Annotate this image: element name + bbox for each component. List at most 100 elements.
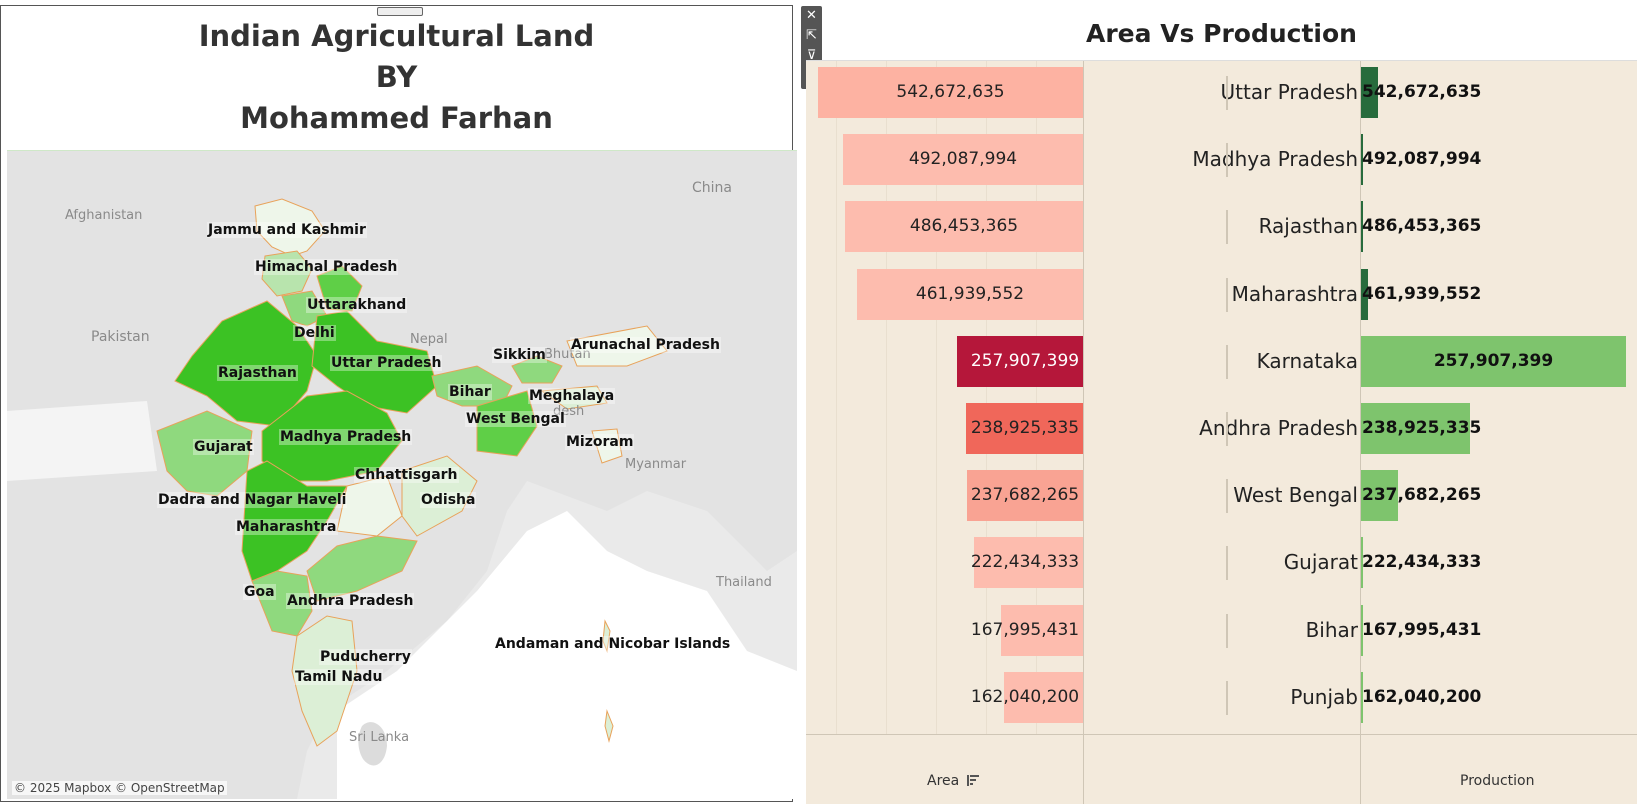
gridline	[936, 61, 937, 734]
state-label-himachal-pradesh[interactable]: Himachal Pradesh	[254, 259, 399, 275]
title-line-2: BY	[375, 60, 418, 94]
category-tick	[1226, 76, 1228, 110]
area-bar[interactable]	[1004, 671, 1083, 723]
basemap-label-myanmar: Myanmar	[625, 457, 687, 472]
production-value-label: 222,434,333	[1362, 552, 1482, 573]
state-category-label[interactable]: West Bengal	[1233, 483, 1358, 508]
area-bar[interactable]	[1001, 604, 1083, 656]
state-label-tamil-nadu[interactable]: Tamil Nadu	[294, 669, 384, 685]
production-bar[interactable]	[1361, 201, 1363, 253]
close-icon[interactable]: ✕	[806, 8, 817, 23]
area-value-label: 237,682,265	[970, 485, 1080, 506]
map-canvas[interactable]	[7, 151, 797, 799]
category-tick	[1226, 412, 1228, 446]
area-value-label: 461,939,552	[915, 283, 1025, 304]
area-axis-label: Area	[927, 773, 960, 789]
area-value-label: 257,907,399	[970, 350, 1080, 371]
state-label-arunachal-pradesh[interactable]: Arunachal Pradesh	[570, 337, 721, 353]
state-label-uttarakhand[interactable]: Uttarakhand	[306, 297, 408, 313]
category-tick	[1226, 344, 1228, 379]
popout-icon[interactable]: ⇱	[806, 28, 817, 43]
production-bar[interactable]	[1361, 67, 1378, 118]
area-bar[interactable]	[818, 67, 1083, 118]
state-category-label[interactable]: Gujarat	[1283, 550, 1358, 575]
production-bar[interactable]	[1361, 671, 1363, 723]
filter-icon[interactable]: ⊽	[806, 48, 817, 63]
area-bar[interactable]	[857, 268, 1083, 320]
india-map[interactable]: Afghanistan China Pakistan Nepal Bhutan …	[7, 150, 797, 799]
state-category-label[interactable]: Madhya Pradesh	[1192, 147, 1358, 172]
production-bar[interactable]	[1361, 134, 1363, 186]
area-vs-production-chart[interactable]: 542,672,635 Uttar Pradesh 542,672,635 492,0…	[806, 60, 1637, 804]
state-category-label[interactable]: Rajasthan	[1258, 214, 1358, 239]
production-axis-label[interactable]: Production	[1460, 773, 1535, 789]
basemap-label-thailand: Thailand	[716, 575, 772, 590]
area-bar[interactable]	[967, 470, 1083, 522]
state-label-andhra-pradesh[interactable]: Andhra Pradesh	[286, 593, 415, 609]
area-bar[interactable]	[974, 537, 1083, 589]
basemap-label-bangladesh: desh	[553, 404, 585, 419]
production-value-label: 162,040,200	[1362, 686, 1482, 707]
production-bar[interactable]	[1361, 537, 1363, 589]
title-line-3: Mohammed Farhan	[240, 101, 553, 135]
production-value-label: 492,087,994	[1362, 149, 1482, 170]
state-label-rajasthan[interactable]: Rajasthan	[217, 365, 298, 381]
production-value-label: 542,672,635	[1362, 82, 1482, 102]
basemap-label-bhutan: Bhutan	[544, 347, 591, 362]
state-category-label[interactable]: Punjab	[1290, 684, 1358, 709]
state-label-mizoram[interactable]: Mizoram	[565, 434, 635, 450]
state-label-bihar[interactable]: Bihar	[448, 384, 492, 400]
gridline	[836, 61, 837, 734]
production-bar[interactable]	[1361, 268, 1368, 320]
basemap-label-pakistan: Pakistan	[91, 329, 150, 345]
state-category-label[interactable]: Maharashtra	[1231, 281, 1358, 306]
map-attribution[interactable]: © 2025 Mapbox © OpenStreetMap	[12, 781, 227, 795]
state-category-label[interactable]: Bihar	[1305, 617, 1358, 642]
area-bar[interactable]	[843, 134, 1083, 186]
area-bar[interactable]	[845, 201, 1083, 253]
state-shapes[interactable]	[156, 198, 668, 747]
gridline	[886, 61, 887, 734]
category-tick	[1226, 277, 1228, 312]
basemap-label-china: China	[692, 180, 732, 196]
production-value-label: 167,995,431	[1362, 619, 1482, 640]
state-label-andaman-and-nicobar-islands[interactable]: Andaman and Nicobar Islands	[494, 636, 732, 652]
state-label-delhi[interactable]: Delhi	[293, 325, 336, 341]
area-value-label: 486,453,365	[909, 216, 1019, 237]
production-bar[interactable]	[1361, 470, 1398, 522]
state-category-label[interactable]: Andhra Pradesh	[1199, 416, 1358, 440]
area-value-label: 162,040,200	[970, 686, 1080, 707]
production-column-divider	[1360, 61, 1361, 804]
state-label-gujarat[interactable]: Gujarat	[193, 439, 254, 455]
state-label-sikkim[interactable]: Sikkim	[492, 347, 547, 363]
area-bar[interactable]	[966, 403, 1083, 454]
state-label-meghalaya[interactable]: Meghalaya	[528, 388, 616, 404]
title-line-1: Indian Agricultural Land	[198, 19, 595, 53]
dashboard-title: Indian Agricultural Land BY Mohammed Far…	[0, 16, 793, 139]
gridline	[1036, 61, 1037, 734]
state-label-uttar-pradesh[interactable]: Uttar Pradesh	[330, 355, 443, 371]
state-label-jammu-and-kashmir[interactable]: Jammu and Kashmir	[207, 222, 367, 238]
state-label-goa[interactable]: Goa	[243, 584, 276, 600]
production-value-label: 257,907,399	[1433, 350, 1554, 371]
drag-handle[interactable]	[377, 7, 423, 16]
area-value-label: 222,434,333	[970, 552, 1080, 573]
state-label-dadra-and-nagar-haveli[interactable]: Dadra and Nagar Haveli	[157, 492, 348, 508]
area-axis-header[interactable]: Area	[927, 773, 979, 789]
production-bar[interactable]	[1361, 335, 1626, 387]
state-label-madhya-pradesh[interactable]: Madhya Pradesh	[279, 429, 413, 445]
area-bar[interactable]	[957, 335, 1083, 387]
basemap-label-nepal: Nepal	[410, 332, 448, 347]
production-bar[interactable]	[1361, 403, 1470, 454]
category-tick	[1226, 143, 1228, 178]
sort-descending-icon[interactable]	[966, 774, 979, 786]
state-label-chhattisgarh[interactable]: Chhattisgarh	[354, 467, 459, 483]
state-label-puducherry[interactable]: Puducherry	[319, 649, 412, 665]
state-label-west-bengal[interactable]: West Bengal	[465, 411, 566, 427]
state-category-label[interactable]: Karnataka	[1256, 348, 1358, 373]
state-label-odisha[interactable]: Odisha	[420, 492, 477, 508]
area-value-label: 167,995,431	[970, 619, 1080, 640]
production-bar[interactable]	[1361, 604, 1363, 656]
state-label-maharashtra[interactable]: Maharashtra	[235, 519, 338, 535]
state-category-label[interactable]: Uttar Pradesh	[1220, 80, 1358, 104]
